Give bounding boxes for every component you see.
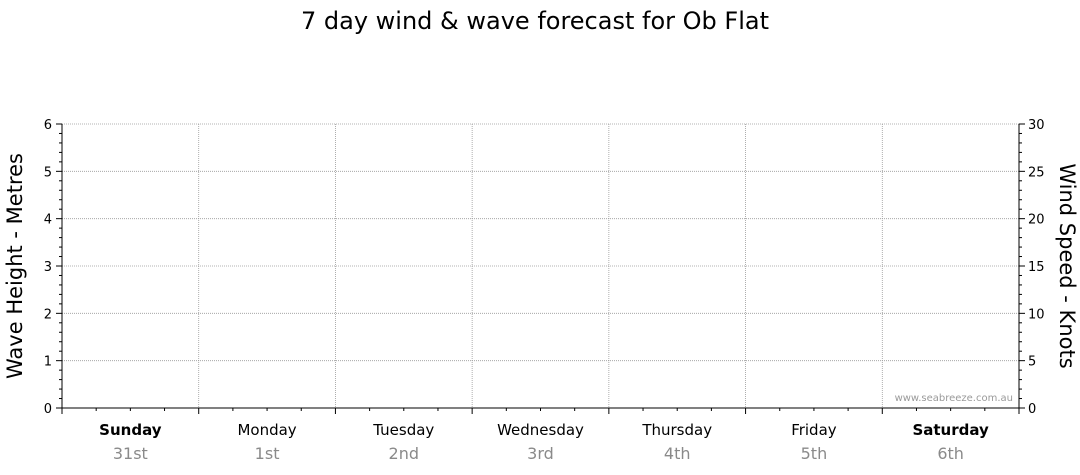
y-axis-left-label-group: Wave Height - Metres [3, 153, 27, 379]
y-axis-left-ticks: 0 1 2 3 4 5 6 [44, 118, 62, 417]
x-day-date-label: 31st [113, 444, 148, 463]
y-axis-right-label-group: Wind Speed - Knots [1055, 163, 1079, 368]
x-day-date-label: 2nd [389, 444, 419, 463]
x-day-name-label: Thursday [641, 421, 712, 439]
x-day-name-label: Wednesday [497, 421, 584, 439]
y-axis-left-label: Wave Height - Metres [3, 153, 27, 379]
y-right-tick-label: 0 [1028, 402, 1036, 417]
chart-title: 7 day wind & wave forecast for Ob Flat [301, 7, 769, 35]
x-axis-day-labels: Sunday 31st Monday 1st Tuesday 2nd Wednesday 3r… [61, 408, 1020, 463]
x-day-name-label: Tuesday [372, 421, 434, 439]
y-right-tick-label: 20 [1028, 213, 1045, 228]
gridlines [62, 123, 1019, 408]
y-left-tick-label: 6 [44, 118, 52, 133]
y-right-tick-label: 25 [1028, 165, 1045, 180]
x-day-name-label: Saturday [912, 421, 989, 439]
x-day-date-label: 5th [801, 444, 828, 463]
x-day-name-label: Monday [237, 421, 296, 439]
y-left-tick-label: 3 [44, 260, 52, 275]
x-day-name-label: Friday [791, 421, 837, 439]
y-left-tick-label: 2 [44, 307, 52, 322]
y-left-tick-label: 5 [44, 165, 52, 180]
x-day-date-label: 4th [664, 444, 691, 463]
y-left-tick-label: 0 [44, 402, 52, 417]
y-axis-right-label: Wind Speed - Knots [1055, 163, 1079, 368]
y-right-tick-label: 10 [1028, 307, 1045, 322]
y-right-tick-label: 5 [1028, 355, 1036, 370]
x-day-date-label: 3rd [527, 444, 554, 463]
y-left-tick-label: 4 [44, 213, 52, 228]
y-right-tick-label: 30 [1028, 118, 1045, 133]
y-right-tick-label: 15 [1028, 260, 1045, 275]
y-axis-right-ticks: 0 5 10 15 20 25 30 [1019, 118, 1045, 417]
x-day-name-label: Sunday [99, 421, 162, 439]
x-day-date-label: 1st [255, 444, 280, 463]
y-left-tick-label: 1 [44, 355, 52, 370]
watermark: www.seabreeze.com.au [895, 393, 1013, 404]
x-day-date-label: 6th [937, 444, 964, 463]
